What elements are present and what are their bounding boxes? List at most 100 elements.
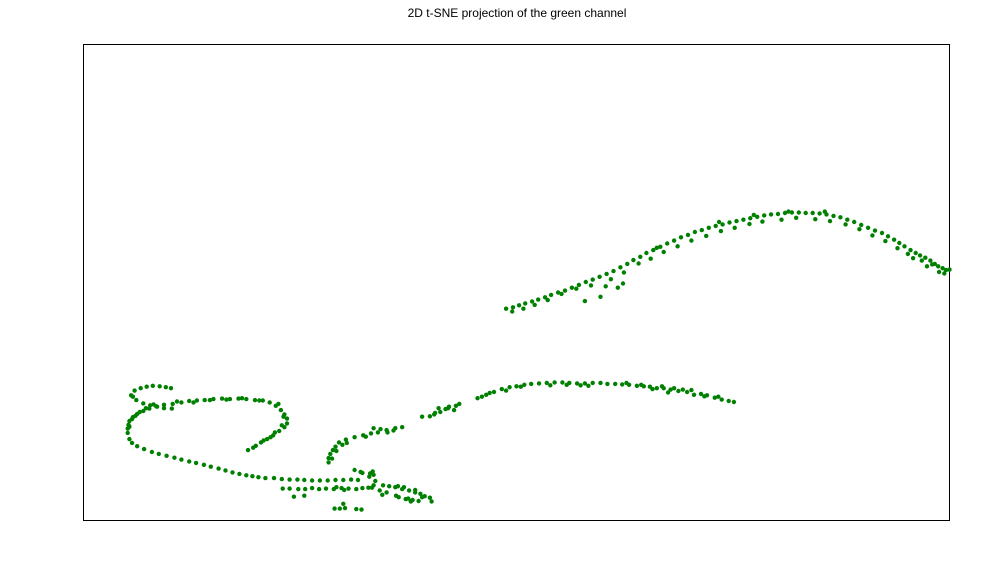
- data-point: [125, 430, 130, 436]
- data-point: [363, 434, 368, 439]
- data-point: [930, 262, 935, 267]
- data-point: [207, 397, 213, 403]
- data-point: [665, 390, 671, 395]
- data-point: [885, 234, 891, 239]
- data-point: [720, 222, 725, 227]
- data-point: [624, 380, 629, 386]
- data-point: [368, 431, 374, 436]
- data-point: [631, 257, 636, 263]
- data-point: [620, 281, 626, 286]
- data-point: [671, 386, 677, 391]
- data-point: [940, 266, 945, 271]
- data-point: [943, 267, 949, 273]
- data-point: [574, 286, 579, 291]
- data-point: [193, 460, 199, 466]
- data-point: [380, 483, 386, 488]
- data-point: [161, 402, 167, 407]
- data-point: [883, 238, 888, 244]
- data-point: [499, 386, 504, 392]
- data-point: [684, 389, 690, 395]
- data-point: [170, 401, 175, 407]
- data-point: [910, 256, 916, 261]
- data-point: [936, 264, 941, 269]
- data-point: [813, 217, 818, 222]
- data-point: [852, 219, 857, 225]
- data-point: [446, 404, 452, 409]
- data-point: [514, 384, 519, 389]
- data-point: [598, 380, 603, 386]
- data-point: [651, 247, 656, 253]
- data-point: [590, 277, 595, 282]
- data-point: [406, 488, 412, 493]
- data-point: [755, 214, 760, 219]
- data-point: [191, 400, 196, 405]
- data-point: [947, 267, 952, 272]
- data-point: [608, 277, 614, 282]
- data-point: [775, 211, 781, 217]
- data-point: [278, 407, 284, 413]
- data-point: [141, 401, 146, 406]
- data-point: [342, 505, 348, 511]
- data-point: [172, 455, 177, 460]
- data-point: [340, 442, 345, 447]
- data-point: [352, 435, 357, 440]
- data-point: [230, 470, 235, 475]
- data-point: [277, 428, 282, 434]
- data-point: [169, 406, 174, 411]
- data-point: [179, 400, 184, 405]
- data-point: [129, 440, 135, 446]
- data-point: [216, 466, 221, 471]
- data-point: [359, 507, 364, 512]
- data-point: [280, 486, 285, 491]
- data-point: [309, 478, 315, 483]
- data-point: [427, 414, 433, 419]
- data-point: [895, 246, 900, 251]
- data-point: [518, 384, 523, 389]
- data-point: [817, 211, 822, 216]
- data-point: [393, 493, 399, 498]
- data-point: [187, 398, 192, 404]
- data-point: [654, 245, 659, 250]
- data-point: [281, 414, 286, 419]
- data-point: [245, 447, 251, 453]
- data-point: [597, 274, 602, 279]
- data-point: [400, 425, 405, 430]
- data-point: [367, 474, 372, 479]
- data-point: [302, 493, 307, 498]
- data-point: [326, 455, 331, 461]
- data-point: [264, 436, 270, 442]
- data-point: [618, 265, 623, 270]
- data-point: [344, 440, 349, 446]
- data-point: [536, 297, 541, 302]
- data-point: [371, 472, 376, 477]
- data-point: [354, 506, 359, 512]
- data-point: [384, 490, 389, 495]
- data-point: [267, 400, 272, 405]
- data-point: [620, 382, 625, 387]
- data-point: [529, 381, 534, 387]
- data-point: [252, 397, 258, 403]
- data-point: [334, 448, 339, 454]
- data-point: [272, 430, 278, 435]
- data-point: [796, 210, 801, 215]
- data-point: [706, 225, 711, 230]
- data-point: [337, 506, 342, 511]
- data-point: [201, 462, 207, 467]
- data-point: [211, 396, 216, 402]
- data-point: [671, 238, 677, 243]
- data-point: [341, 501, 346, 506]
- points-layer: [125, 209, 952, 512]
- data-point: [317, 478, 323, 483]
- data-point: [236, 396, 241, 401]
- data-point: [239, 396, 245, 401]
- data-point: [436, 406, 441, 411]
- data-point: [244, 396, 249, 402]
- data-point: [919, 258, 924, 263]
- data-point: [604, 271, 609, 277]
- data-point: [521, 306, 526, 311]
- data-point: [316, 486, 322, 492]
- data-point: [503, 306, 509, 311]
- data-point: [164, 453, 169, 458]
- data-point: [644, 250, 649, 256]
- data-point: [560, 380, 565, 385]
